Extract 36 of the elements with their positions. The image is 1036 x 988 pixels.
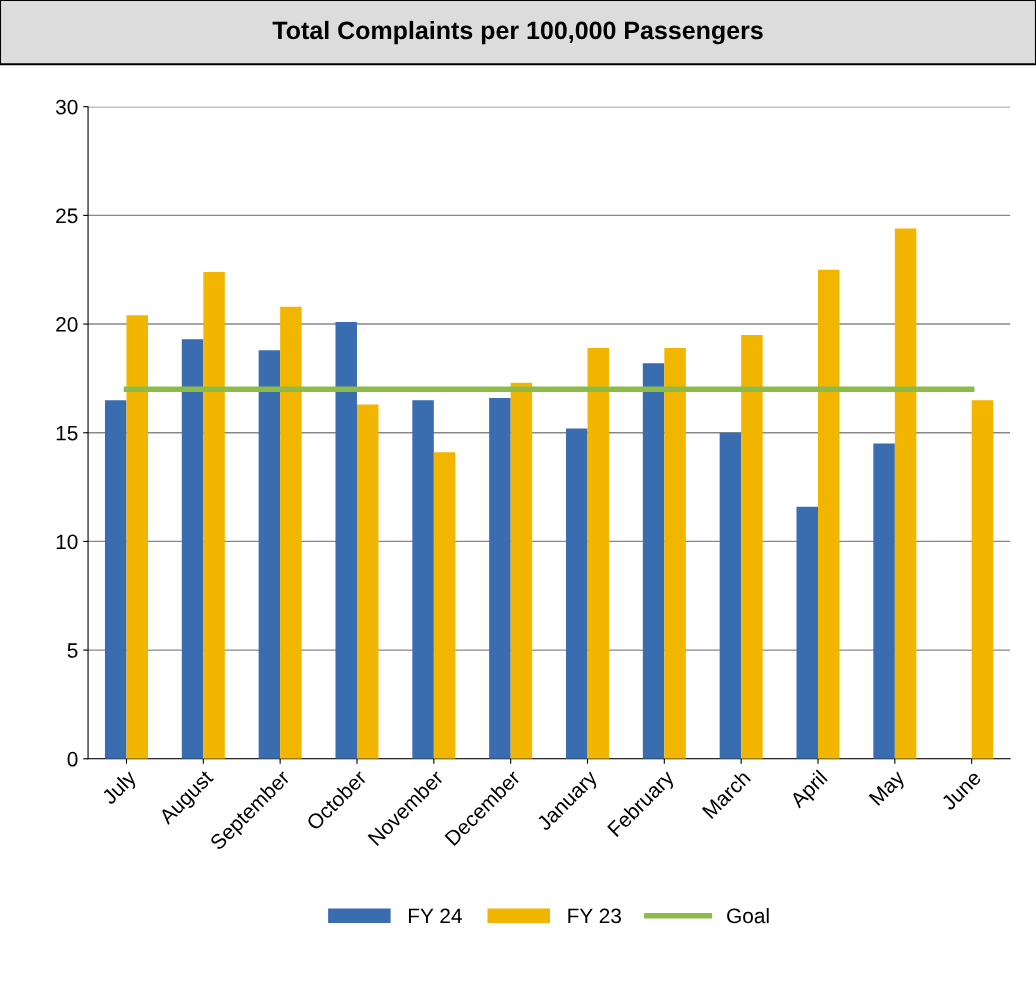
bar [433,452,456,759]
legend-label: FY 24 [408,908,462,924]
bar [719,432,742,759]
bar [971,400,994,759]
bar [203,271,225,759]
bar [818,269,840,759]
legend-label: FY 23 [568,908,621,924]
bar [741,334,763,759]
bar [642,363,665,759]
bar [258,350,281,759]
bar [181,339,204,759]
bar [335,321,357,759]
bar [873,443,895,759]
bar [356,404,379,759]
x-tick-label: May [868,769,909,809]
y-tick-label: 0 [67,751,78,767]
bar [280,306,302,759]
bar [489,397,511,759]
bar [587,347,610,759]
bar [894,228,917,759]
y-tick-label: 10 [56,534,78,550]
bar [510,382,533,759]
bar [104,400,127,759]
y-tick-label: 25 [56,208,78,224]
bar [412,400,434,759]
x-tick-label: July [100,768,141,809]
bar [796,506,819,759]
legend-label: Goal [727,907,769,924]
y-tick-label: 15 [56,425,78,441]
chart-title: Total Complaints per 100,000 Passengers [272,20,763,45]
y-tick-label: 20 [56,317,78,332]
bar [126,315,148,759]
bar [565,428,588,759]
y-tick-label: 30 [55,99,78,115]
y-tick-label: 5 [67,643,78,658]
bar [664,347,686,759]
